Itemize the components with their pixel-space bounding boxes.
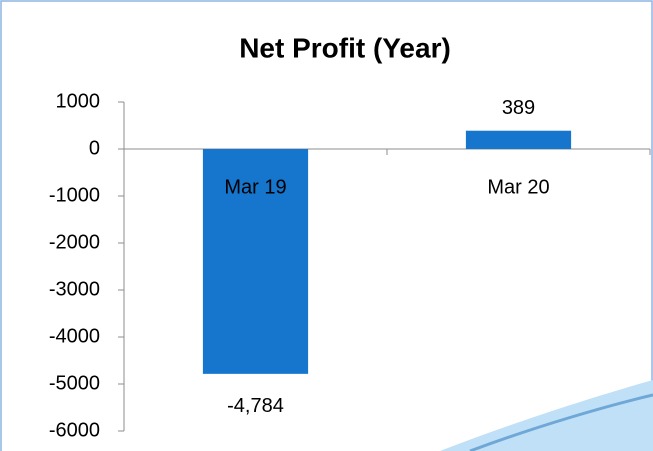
- bar: [465, 130, 572, 149]
- y-tick-label: -6000: [49, 419, 100, 441]
- decor-swoosh-line: [469, 393, 653, 451]
- bar: [202, 149, 309, 374]
- y-tick-label: 1000: [56, 90, 101, 112]
- chart-title: Net Profit (Year): [239, 32, 451, 63]
- y-tick-label: 0: [89, 137, 100, 159]
- y-tick-label: -1000: [49, 184, 100, 206]
- y-tick-label: -5000: [49, 372, 100, 394]
- x-tick-label: Mar 20: [487, 176, 549, 198]
- y-tick-label: -4000: [49, 325, 100, 347]
- decor-swoosh: [440, 380, 653, 451]
- x-tick-label: Mar 19: [224, 176, 286, 198]
- y-tick-label: -2000: [49, 231, 100, 253]
- data-label: 389: [502, 97, 535, 119]
- y-tick-label: -3000: [49, 278, 100, 300]
- data-label: -4,784: [227, 395, 284, 417]
